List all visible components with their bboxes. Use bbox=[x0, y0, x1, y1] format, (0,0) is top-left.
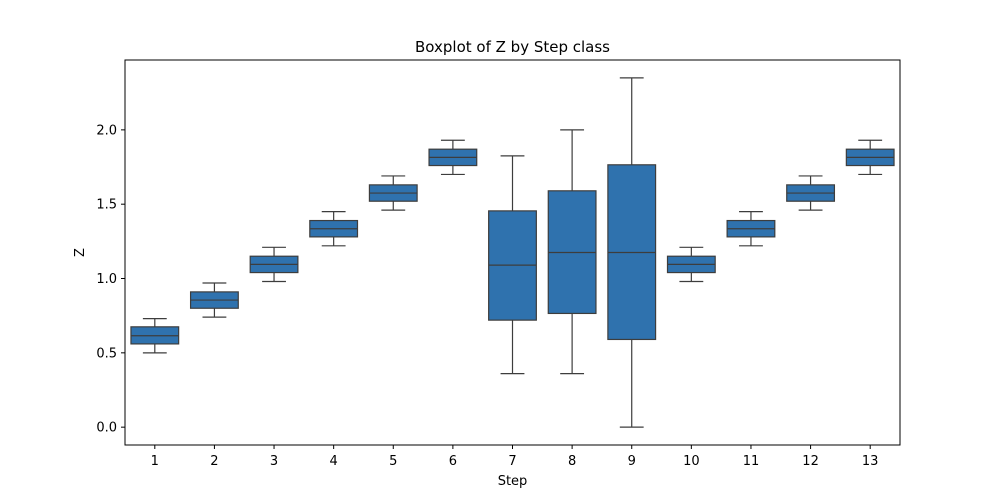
box-group bbox=[309, 211, 359, 247]
x-tick-label: 6 bbox=[449, 454, 457, 469]
y-tick-label: 0.0 bbox=[96, 421, 117, 436]
x-tick-label: 10 bbox=[683, 454, 700, 469]
box-group bbox=[428, 139, 478, 176]
y-tick-label: 0.5 bbox=[96, 346, 117, 361]
y-axis-label: Z bbox=[73, 248, 88, 257]
box-group bbox=[368, 175, 418, 211]
boxes-layer bbox=[130, 77, 895, 428]
y-tick-label: 2.0 bbox=[96, 123, 117, 138]
x-tick-label: 3 bbox=[270, 454, 278, 469]
x-axis: 1 2 3 4 5 6 7 8 9 10 11 12 13 bbox=[151, 445, 879, 469]
box-group bbox=[726, 211, 776, 247]
x-tick-label: 11 bbox=[743, 454, 760, 469]
box-group bbox=[130, 318, 180, 354]
x-tick-label: 2 bbox=[210, 454, 218, 469]
x-tick-label: 5 bbox=[389, 454, 397, 469]
x-tick-label: 4 bbox=[330, 454, 338, 469]
x-tick-label: 1 bbox=[151, 454, 159, 469]
box-group bbox=[488, 155, 537, 375]
x-axis-label: Step bbox=[498, 474, 528, 489]
box-group bbox=[189, 282, 239, 318]
x-tick-label: 7 bbox=[508, 454, 516, 469]
x-tick-label: 8 bbox=[568, 454, 576, 469]
box-group bbox=[547, 129, 597, 375]
x-tick-label: 12 bbox=[802, 454, 819, 469]
y-tick-label: 1.5 bbox=[96, 198, 117, 213]
x-tick-label: 9 bbox=[628, 454, 636, 469]
box-group bbox=[666, 246, 716, 283]
box-group bbox=[786, 175, 836, 211]
plot-frame bbox=[124, 59, 901, 446]
x-tick-label: 13 bbox=[862, 454, 879, 469]
box-group bbox=[607, 77, 657, 428]
chart-title: Boxplot of Z by Step class bbox=[415, 38, 610, 56]
box-group bbox=[845, 139, 895, 176]
y-axis: 0.0 0.5 1.0 1.5 2.0 bbox=[96, 123, 125, 436]
y-tick-label: 1.0 bbox=[96, 272, 117, 287]
box-group bbox=[249, 246, 299, 283]
